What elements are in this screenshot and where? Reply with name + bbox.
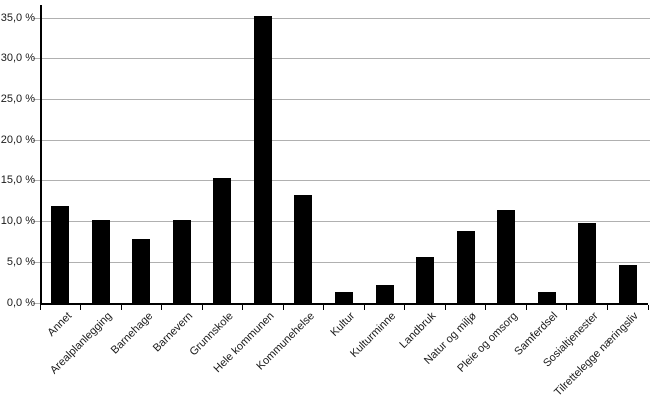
y-axis-tick [33, 58, 40, 60]
y-axis-tick-label: 10,0 % [0, 215, 35, 228]
bar-barnevern [172, 219, 191, 303]
bar-samferdsel [537, 291, 556, 303]
gridline [40, 261, 650, 263]
y-axis-tick-label: 20,0 % [0, 133, 35, 146]
bar-kultur [335, 291, 353, 303]
y-axis-tick [33, 98, 40, 100]
x-axis-tick [201, 304, 203, 310]
x-axis-tick [525, 304, 527, 310]
bar-pleie-og-omsorg [497, 210, 516, 303]
gridline [40, 180, 650, 182]
y-axis-tick-label: 5,0 % [6, 255, 35, 268]
y-axis-tick-label: 35,0 % [0, 11, 35, 24]
x-axis-category-label: Tilrettelegge næringsliv [552, 310, 642, 399]
x-axis-tick [323, 304, 325, 310]
x-axis-tick [404, 304, 406, 310]
gridline [40, 98, 650, 100]
x-axis-tick [161, 304, 163, 310]
x-axis-category-label: Landbruk [397, 310, 439, 351]
x-axis-tick [647, 304, 649, 310]
bar-kulturminne [375, 285, 394, 303]
x-axis-category-label: Annet [44, 310, 74, 339]
x-axis-tick [444, 304, 446, 310]
bar-sosialtjenester [578, 223, 597, 303]
x-axis-category-label: Kultur [328, 310, 358, 339]
y-axis-tick [33, 17, 40, 19]
bar-barnehage [132, 238, 151, 303]
gridline [40, 58, 650, 60]
y-axis-tick-label: 30,0 % [0, 52, 35, 65]
bar-natur-og-milj- [456, 230, 475, 303]
y-axis-tick-label: 0,0 % [6, 296, 35, 309]
x-axis-tick [566, 304, 568, 310]
bar-annet [51, 206, 70, 303]
gridline [40, 17, 650, 19]
x-axis-tick [80, 304, 82, 310]
gridline [40, 139, 650, 141]
gridline [40, 221, 650, 223]
bar-grunnskole [213, 178, 232, 303]
x-axis-tick [606, 304, 608, 310]
x-axis-tick [120, 304, 122, 310]
x-axis-tick [485, 304, 487, 310]
bar-kommunehelse [294, 194, 313, 303]
y-axis-tick [33, 139, 40, 141]
x-axis-tick [363, 304, 365, 310]
y-axis-tick [33, 302, 40, 304]
y-axis-tick [33, 261, 40, 263]
y-axis-tick [33, 221, 40, 223]
y-axis [40, 5, 42, 305]
x-axis [40, 303, 648, 305]
x-axis-tick [242, 304, 244, 310]
bar-arealplanlegging [91, 219, 110, 303]
y-axis-tick [33, 180, 40, 182]
x-axis-tick [282, 304, 284, 310]
x-axis-category-label: Barnehage [108, 310, 155, 357]
x-axis-tick [39, 304, 41, 310]
y-axis-tick-label: 15,0 % [0, 174, 35, 187]
y-axis-tick-label: 25,0 % [0, 92, 35, 105]
bar-landbruk [416, 257, 435, 303]
bar-tilrettelegge-n-ringsliv [618, 264, 637, 303]
bar-hele-kommunen [253, 16, 272, 303]
